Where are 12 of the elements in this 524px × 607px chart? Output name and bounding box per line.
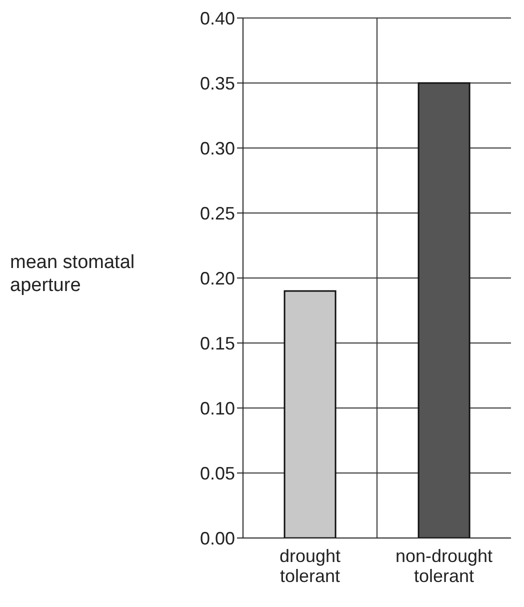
y-tick-label: 0.35 [200, 73, 235, 94]
y-tick-label: 0.00 [200, 528, 235, 548]
y-tick-label: 0.40 [200, 8, 235, 28]
x-tick-label: non-drought tolerant [395, 546, 493, 586]
y-tick-label: 0.25 [200, 203, 235, 224]
y-tick-label: 0.30 [200, 138, 235, 158]
x-tick-label: drought tolerant [279, 546, 341, 586]
y-tick-label: 0.20 [200, 268, 235, 288]
y-axis-title: mean stomatal aperture [10, 252, 135, 296]
y-tick-label: 0.15 [200, 333, 235, 354]
y-tick-label: 0.05 [200, 463, 235, 484]
y-tick-label: 0.10 [200, 398, 235, 418]
